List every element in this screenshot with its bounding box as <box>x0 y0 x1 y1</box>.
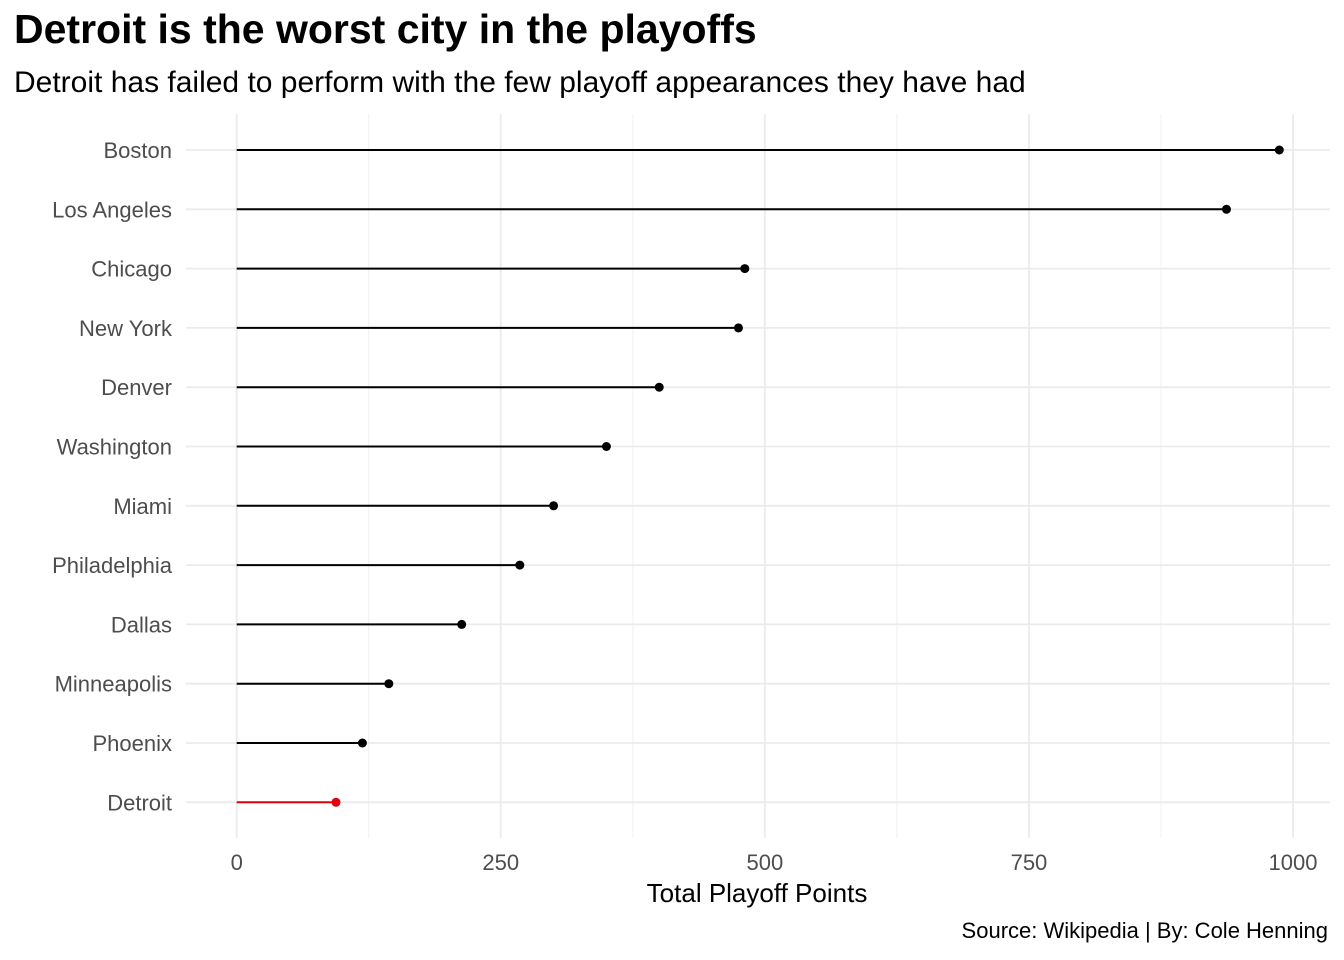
lollipop-point-denver <box>654 382 664 392</box>
lollipop-point-washington <box>601 442 611 451</box>
x-tick-label: 0 <box>231 850 243 875</box>
chart-subtitle: Detroit has failed to perform with the f… <box>14 66 1026 99</box>
grid-lines <box>186 114 1330 838</box>
y-axis-labels: Boston Los Angeles Chicago New York Denver Wa… <box>52 138 173 815</box>
chart-caption: Source: Wikipedia | By: Cole Henning <box>961 918 1328 943</box>
lollipop-point-chicago <box>740 264 750 274</box>
x-tick-label: 500 <box>747 850 784 875</box>
y-tick-label-dallas: Dallas <box>111 612 172 637</box>
lollipop-points <box>331 145 1284 807</box>
lollipop-point-new-york <box>733 323 743 333</box>
y-tick-label-new-york: New York <box>79 316 173 341</box>
lollipop-point-miami <box>549 501 559 511</box>
lollipop-point-boston <box>1274 145 1284 155</box>
y-tick-label-denver: Denver <box>101 375 172 400</box>
lollipop-point-dallas <box>457 619 467 629</box>
x-tick-label: 750 <box>1011 850 1048 875</box>
x-axis-title: Total Playoff Points <box>647 878 868 908</box>
lollipop-point-phoenix <box>357 738 367 748</box>
y-tick-label-minneapolis: Minneapolis <box>55 672 172 697</box>
lollipop-point-minneapolis <box>384 679 394 689</box>
y-tick-label-boston: Boston <box>104 138 173 163</box>
y-tick-label-phoenix: Phoenix <box>92 731 172 756</box>
lollipop-point-detroit <box>331 797 341 807</box>
y-tick-label-los-angeles: Los Angeles <box>52 197 172 222</box>
lollipop-stems <box>236 149 1280 804</box>
y-tick-label-washington: Washington <box>57 435 172 460</box>
y-tick-label-chicago: Chicago <box>91 257 172 282</box>
x-tick-label: 250 <box>482 850 519 875</box>
y-tick-label-philadelphia: Philadelphia <box>52 553 173 578</box>
lollipop-point-los-angeles <box>1221 204 1231 214</box>
x-tick-label: 1000 <box>1269 850 1318 875</box>
x-axis-labels: 0 250 500 750 1000 <box>231 850 1318 875</box>
chart-title: Detroit is the worst city in the playoff… <box>14 6 757 52</box>
y-tick-label-miami: Miami <box>113 494 172 519</box>
y-tick-label-detroit: Detroit <box>107 790 172 815</box>
lollipop-point-philadelphia <box>515 560 525 570</box>
